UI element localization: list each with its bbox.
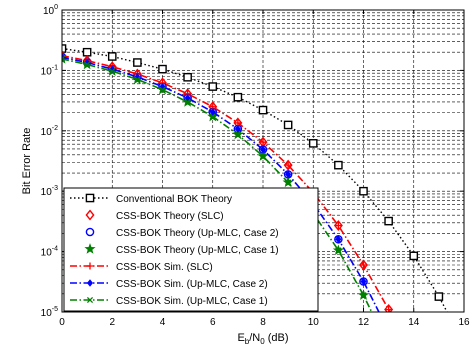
series-line [62, 56, 380, 312]
data-point [234, 131, 241, 138]
data-point [360, 292, 367, 299]
legend-label: CSS-BOK Theory (Up-MLC, Case 2) [116, 228, 279, 239]
y-tick-label: 10-1 [41, 64, 58, 77]
x-tick-label: 2 [109, 317, 115, 328]
y-tick-label: 10-4 [41, 246, 58, 259]
x-axis-label: Eb/N0 (dB) [237, 332, 288, 346]
legend-box [63, 187, 319, 312]
legend-label: CSS-BOK Sim. (Up-MLC, Case 1) [116, 296, 268, 307]
data-point [209, 108, 216, 116]
legend-entry: CSS-BOK Theory (SLC) [85, 209, 224, 222]
data-point [184, 98, 191, 106]
data-point [209, 113, 216, 120]
data-point [283, 120, 293, 130]
legend-marker [85, 193, 95, 203]
legend-marker [85, 227, 95, 237]
data-point [134, 76, 141, 83]
data-point [334, 222, 342, 230]
data-point [258, 105, 268, 115]
x-tick-label: 0 [59, 317, 65, 328]
data-point [109, 68, 116, 75]
y-axis-label: Bit Error Rate [21, 128, 33, 195]
data-point [285, 170, 292, 179]
data-point [133, 58, 142, 67]
data-point [359, 186, 368, 196]
x-tick-label: 8 [260, 317, 266, 328]
legend-marker [84, 243, 96, 254]
data-point [159, 86, 166, 93]
data-point [259, 145, 267, 154]
data-point [360, 261, 367, 269]
legend-label: CSS-BOK Theory (SLC) [116, 211, 224, 222]
data-point [62, 52, 66, 60]
data-point [360, 277, 367, 286]
legend-entry: CSS-BOK Sim. (Up-MLC, Case 2) [70, 279, 268, 290]
data-point [335, 235, 342, 244]
data-point [234, 125, 241, 133]
data-point [62, 55, 66, 62]
data-point [384, 216, 393, 226]
legend-entry: CSS-BOK Theory (Up-MLC, Case 2) [85, 227, 279, 239]
x-tick-label: 10 [308, 317, 320, 328]
data-point [107, 52, 117, 61]
legend-marker [85, 209, 95, 221]
data-point [308, 139, 318, 148]
series-line [62, 47, 448, 312]
legend-label: CSS-BOK Sim. (SLC) [116, 262, 213, 273]
data-point [434, 292, 444, 301]
y-tick-label: 100 [43, 4, 58, 17]
y-tick-label: 10-3 [41, 185, 58, 198]
data-point [183, 72, 192, 82]
ticks-layer: 0 2 4 6 8 10 12 14 16 100 10-1 10-2 10-3 10-4 10-5 [41, 4, 470, 328]
data-point [259, 138, 267, 146]
y-tick-label: 10-2 [41, 125, 58, 138]
series-1 [62, 44, 448, 312]
legend-entry: Conventional BOK Theory [70, 193, 232, 205]
y-tick-label: 10-5 [41, 306, 58, 319]
legend: Conventional BOK Theory CSS-BOK Theory (S… [63, 187, 319, 312]
legend-entry: CSS-BOK Sim. (SLC) [70, 262, 213, 273]
data-point [259, 153, 267, 160]
x-tick-label: 12 [358, 317, 370, 328]
data-point [409, 251, 419, 261]
data-point [158, 64, 167, 74]
legend-label: CSS-BOK Sim. (Up-MLC, Case 2) [116, 279, 268, 290]
data-point [335, 247, 342, 254]
legend-entry: CSS-BOK Sim. (Up-MLC, Case 1) [70, 296, 268, 307]
legend-marker [86, 262, 94, 270]
legend-label: CSS-BOK Theory (Up-MLC, Case 1) [116, 245, 279, 256]
data-point [208, 82, 218, 91]
data-point [233, 92, 243, 102]
data-point [184, 94, 191, 102]
legend-marker [86, 279, 94, 287]
x-tick-label: 4 [160, 317, 166, 328]
legend-entry: CSS-BOK Theory (Up-MLC, Case 1) [84, 243, 279, 256]
x-tick-label: 6 [210, 317, 216, 328]
data-point [334, 160, 343, 170]
legend-marker [86, 296, 94, 304]
series-line [62, 58, 373, 312]
data-point [84, 61, 91, 68]
data-point [284, 161, 292, 169]
data-point [285, 179, 292, 186]
x-tick-label: 14 [408, 317, 420, 328]
legend-label: Conventional BOK Theory [116, 194, 232, 205]
data-point [82, 47, 92, 57]
x-tick-label: 16 [458, 317, 470, 328]
